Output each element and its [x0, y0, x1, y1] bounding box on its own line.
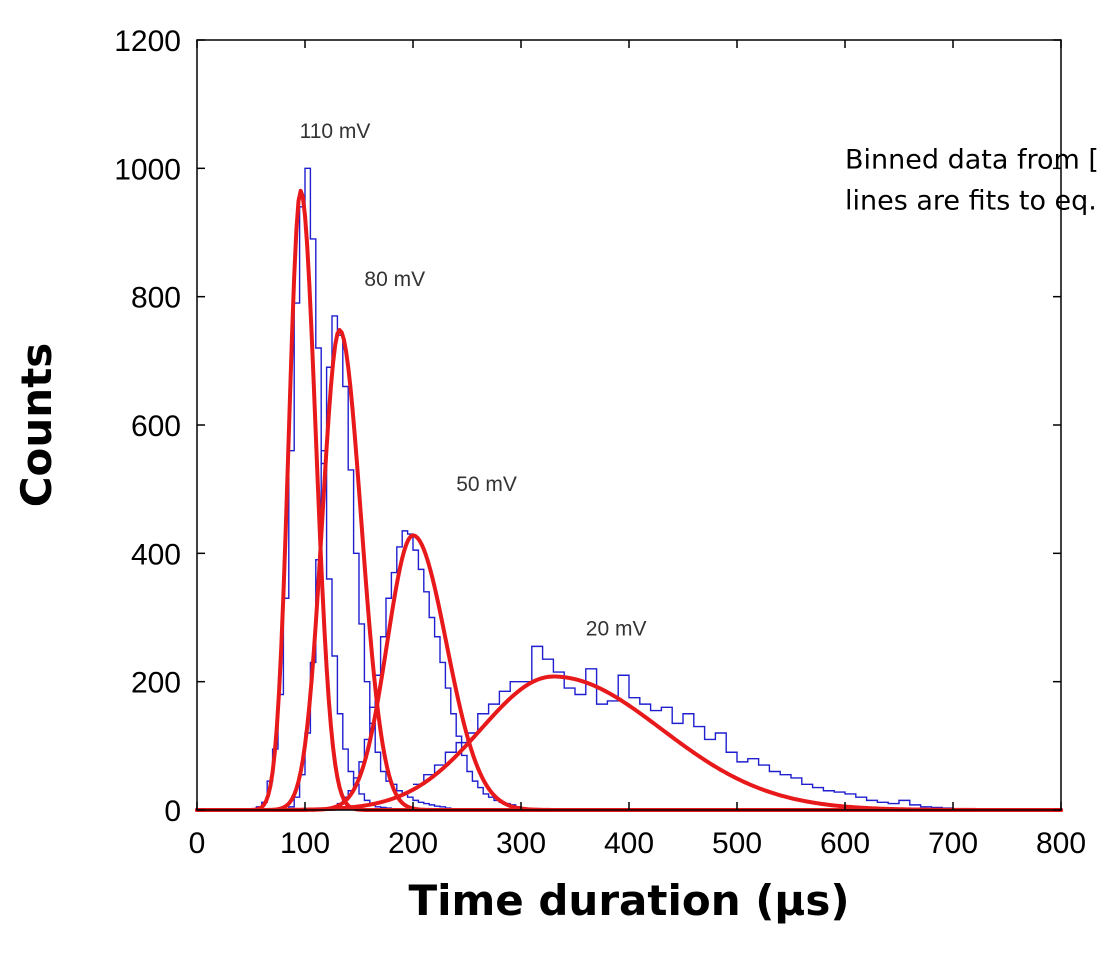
- series-label-80-mv: 80 mV: [364, 268, 425, 291]
- annotation-line-2: lines are fits to eq. (6).: [845, 185, 1100, 216]
- x-tick-label: 300: [496, 827, 546, 860]
- y-axis-title: Counts: [12, 343, 61, 508]
- x-tick-label: 200: [388, 827, 438, 860]
- plot-area: [195, 167, 1063, 812]
- histogram-20-mv: [413, 645, 1018, 811]
- annotation-line-1: Binned data from [1],: [845, 144, 1100, 175]
- x-tick-label: 100: [280, 827, 330, 860]
- y-tick-label: 400: [131, 538, 181, 571]
- x-axis-title: Time duration (μs): [408, 876, 849, 925]
- axes: 0 100 200 300 400 500 600 700 800 0 200 400 600 800 10…: [114, 25, 1086, 860]
- series-label-20-mv: 20 mV: [586, 617, 647, 640]
- chart-text: Binned data from [1], lines are fits to …: [12, 120, 1100, 925]
- x-tick-label: 400: [604, 827, 654, 860]
- series-label-110-mv: 110 mV: [300, 120, 371, 143]
- y-tick-label: 200: [131, 667, 181, 700]
- y-tick-label: 0: [164, 795, 181, 828]
- y-tick-label: 800: [131, 282, 181, 315]
- x-tick-label: 500: [712, 827, 762, 860]
- x-tick-label: 600: [820, 827, 870, 860]
- x-tick-label: 800: [1036, 827, 1086, 860]
- series-label-50-mv: 50 mV: [456, 473, 517, 496]
- series-20-mv: [413, 645, 1018, 811]
- x-tick-label: 0: [189, 827, 206, 860]
- x-tick-label: 700: [928, 827, 978, 860]
- y-tick-label: 1200: [114, 25, 181, 58]
- y-tick-label: 1000: [114, 153, 181, 186]
- y-tick-label: 600: [131, 410, 181, 443]
